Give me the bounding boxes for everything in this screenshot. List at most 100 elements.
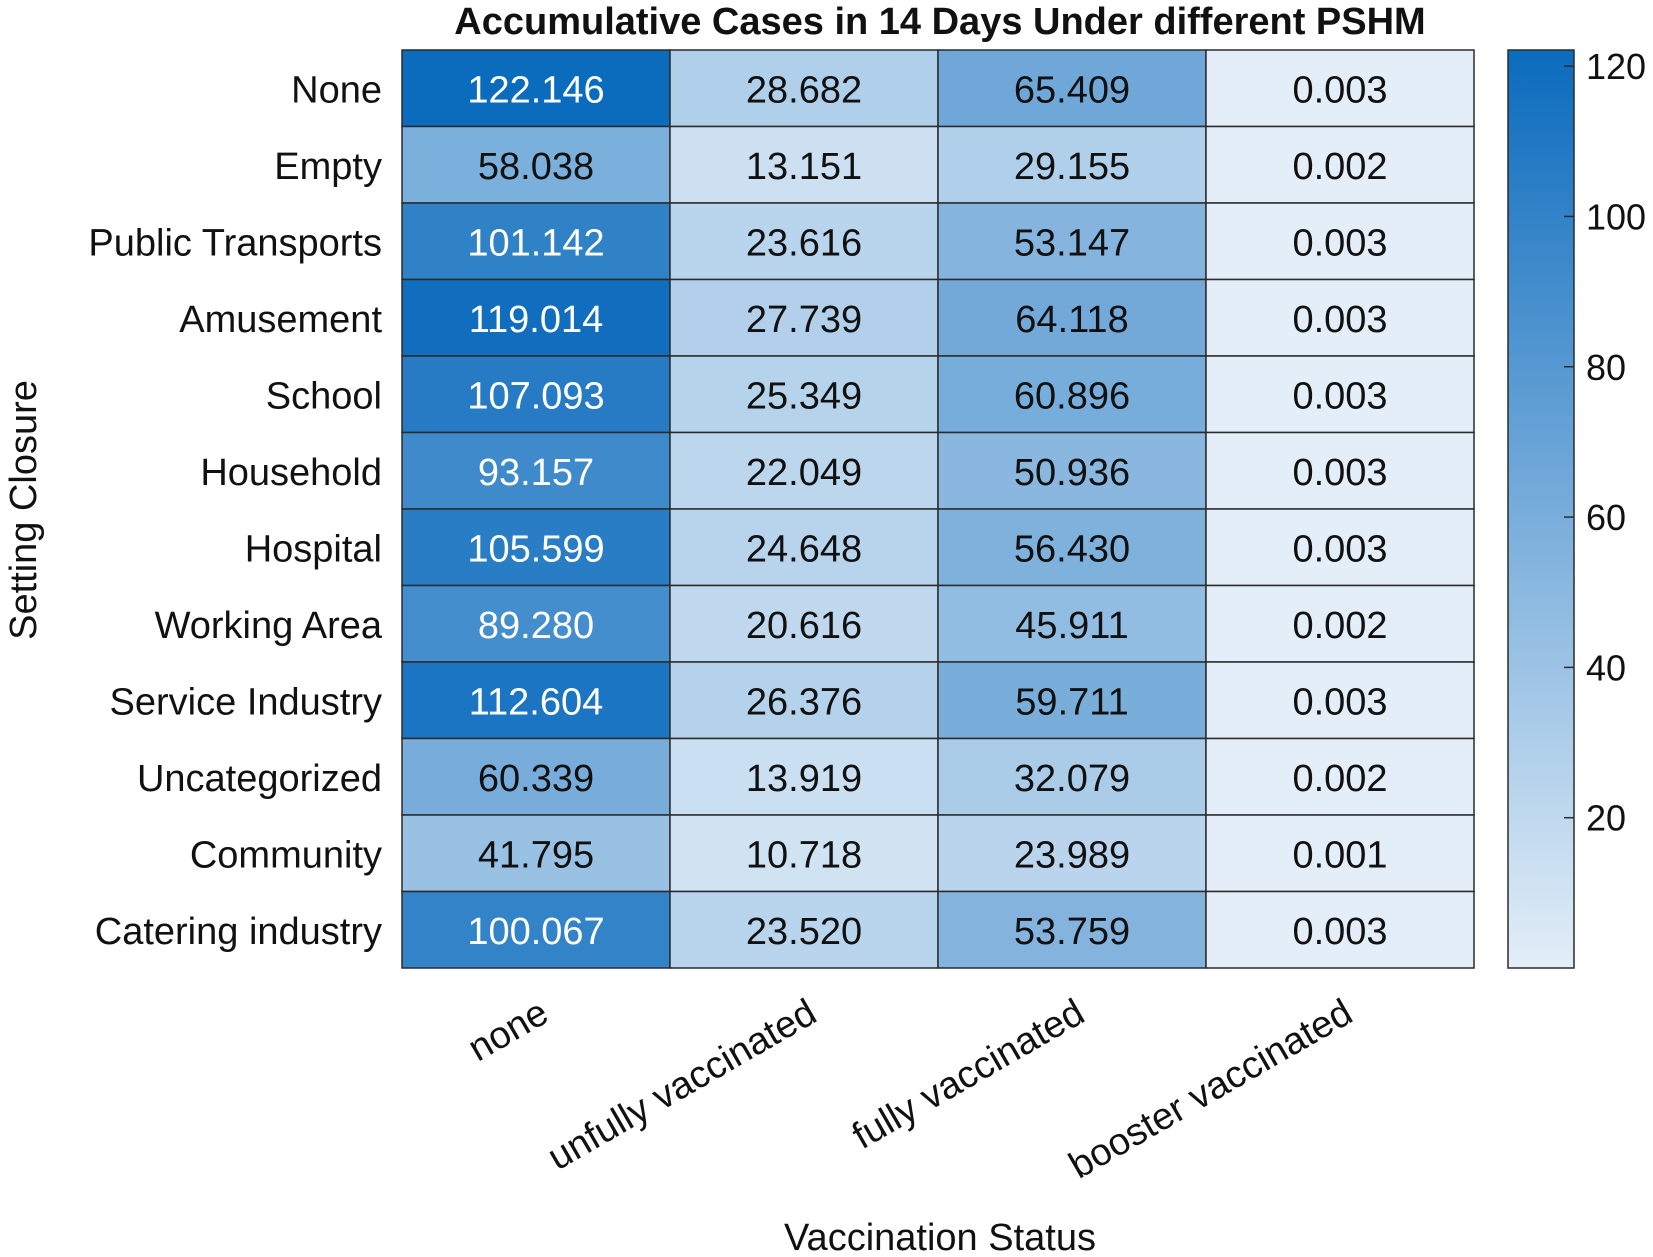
cell-value-label: 0.003 xyxy=(1292,375,1387,417)
heatmap-cell xyxy=(401,355,671,434)
cell-value-label: 22.049 xyxy=(746,452,862,494)
y-tick-label: Household xyxy=(200,452,382,494)
y-tick-label: Empty xyxy=(274,146,382,188)
heatmap-cell xyxy=(669,431,939,510)
colorbar-tick-label: 40 xyxy=(1586,647,1626,688)
heatmap-cell xyxy=(1205,737,1475,816)
chart-title: Accumulative Cases in 14 Days Under diff… xyxy=(454,1,1425,43)
cell-value-label: 89.280 xyxy=(478,605,594,647)
heatmap-cell xyxy=(937,661,1207,740)
cell-value-label: 101.142 xyxy=(467,222,604,264)
heatmap-cell xyxy=(937,355,1207,434)
y-tick-label: Working Area xyxy=(155,605,383,647)
colorbar-tick-label: 60 xyxy=(1586,497,1626,538)
y-tick-label: Service Industry xyxy=(110,681,382,723)
cell-value-label: 45.911 xyxy=(1015,605,1128,647)
heatmap-cell xyxy=(1205,125,1475,204)
cell-value-label: 60.339 xyxy=(478,758,594,800)
cell-value-label: 0.003 xyxy=(1292,681,1387,723)
cell-value-label: 28.682 xyxy=(746,69,862,111)
cell-value-label: 29.155 xyxy=(1014,146,1130,188)
cell-value-label: 122.146 xyxy=(467,69,604,111)
heatmap-cell xyxy=(669,125,939,204)
heatmap-cell xyxy=(401,49,671,128)
heatmap-cell xyxy=(401,508,671,587)
heatmap-cell xyxy=(669,278,939,357)
cell-value-label: 0.003 xyxy=(1292,299,1387,341)
heatmap-cell xyxy=(937,584,1207,663)
cell-value-label: 26.376 xyxy=(746,681,862,723)
cell-value-label: 0.002 xyxy=(1292,146,1387,188)
y-tick-label: Community xyxy=(190,834,382,876)
heatmap-cell xyxy=(937,737,1207,816)
heatmap-cell xyxy=(1205,202,1475,281)
cell-value-label: 0.003 xyxy=(1292,452,1387,494)
cell-value-label: 0.003 xyxy=(1292,528,1387,570)
x-tick-label: none xyxy=(461,991,555,1070)
cell-value-label: 93.157 xyxy=(478,452,594,494)
y-tick-label: Hospital xyxy=(245,528,382,570)
cell-value-label: 25.349 xyxy=(746,375,862,417)
cell-value-label: 27.739 xyxy=(746,299,862,341)
y-tick-label: Catering industry xyxy=(95,911,382,953)
cell-value-label: 0.003 xyxy=(1292,222,1387,264)
heatmap-cell xyxy=(669,890,939,969)
heatmap-cells xyxy=(401,49,1475,969)
heatmap-cell xyxy=(1205,49,1475,128)
cell-value-label: 23.616 xyxy=(746,222,862,264)
y-axis-label: Setting Closure xyxy=(3,380,45,640)
y-tick-label: Amusement xyxy=(179,299,382,341)
cell-value-label: 50.936 xyxy=(1014,452,1130,494)
cell-value-label: 32.079 xyxy=(1014,758,1130,800)
cell-value-label: 56.430 xyxy=(1014,528,1130,570)
cell-value-label: 41.795 xyxy=(478,834,594,876)
cell-value-label: 119.014 xyxy=(469,299,604,341)
heatmap-cell xyxy=(1205,431,1475,510)
cell-value-label: 23.989 xyxy=(1014,834,1130,876)
y-tick-label: School xyxy=(266,375,382,417)
y-tick-label: Uncategorized xyxy=(137,758,382,800)
y-tick-label: None xyxy=(291,69,382,111)
heatmap-cell xyxy=(669,737,939,816)
heatmap-cell xyxy=(401,431,671,510)
cell-value-label: 107.093 xyxy=(467,375,604,417)
cell-value-label: 58.038 xyxy=(478,146,594,188)
heatmap-cell xyxy=(669,814,939,893)
heatmap-cell xyxy=(937,814,1207,893)
cell-value-label: 60.896 xyxy=(1014,375,1130,417)
cell-value-label: 53.759 xyxy=(1014,911,1130,953)
x-tick-label: fully vaccinated xyxy=(845,991,1091,1157)
cell-value-label: 100.067 xyxy=(467,911,604,953)
heatmap-cell xyxy=(401,125,671,204)
x-tick-label: unfully vaccinated xyxy=(541,991,824,1178)
colorbar: 20 40 60 80 100 120 xyxy=(1507,46,1646,969)
y-tick-label: Public Transports xyxy=(88,222,382,264)
x-axis-label: Vaccination Status xyxy=(784,1217,1096,1257)
cell-value-label: 20.616 xyxy=(746,605,862,647)
colorbar-tick-label: 100 xyxy=(1586,196,1646,237)
heatmap-cell xyxy=(401,278,671,357)
colorbar-tick-label: 80 xyxy=(1586,347,1626,388)
heatmap-cell xyxy=(1205,508,1475,587)
heatmap-cell xyxy=(669,355,939,434)
cell-value-label: 65.409 xyxy=(1014,69,1130,111)
heatmap-cell xyxy=(1205,661,1475,740)
cell-value-label: 0.003 xyxy=(1292,69,1387,111)
cell-value-label: 10.718 xyxy=(746,834,862,876)
heatmap-cell xyxy=(937,431,1207,510)
cell-value-label: 13.151 xyxy=(746,146,862,188)
colorbar-tick-label: 20 xyxy=(1586,798,1626,839)
cell-value-label: 13.919 xyxy=(746,758,862,800)
heatmap-cell xyxy=(401,890,671,969)
cell-value-label: 64.118 xyxy=(1015,299,1128,341)
heatmap-cell xyxy=(937,508,1207,587)
cell-value-label: 59.711 xyxy=(1015,681,1128,723)
heatmap-cell xyxy=(401,584,671,663)
heatmap-cell xyxy=(401,737,671,816)
heatmap-cell xyxy=(937,49,1207,128)
cell-value-label: 0.001 xyxy=(1292,834,1387,876)
cell-value-label: 24.648 xyxy=(746,528,862,570)
cell-value-label: 23.520 xyxy=(746,911,862,953)
